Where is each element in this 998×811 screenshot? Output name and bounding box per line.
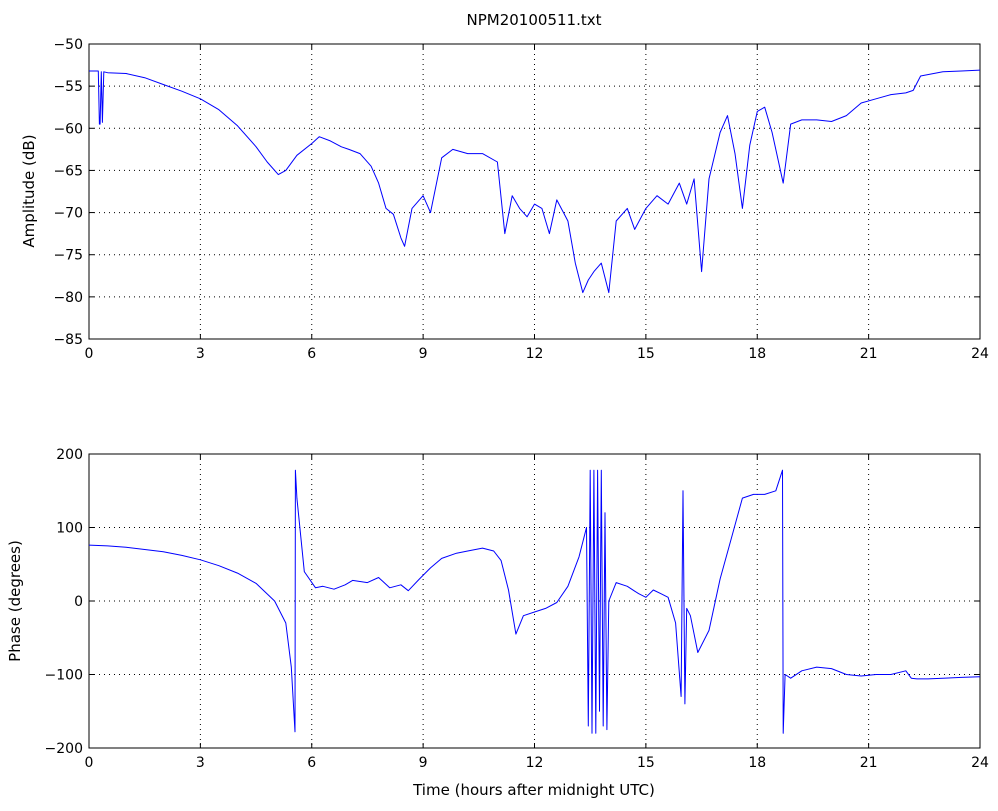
phase-plot: 0 3 6 9 12 15 18 21 24 200 100 0 −100 −200 Phase (de…	[6, 447, 989, 799]
amplitude-y-tick-labels: −50 −55 −60 −65 −70 −75 −80 −85	[53, 37, 83, 348]
x-tick-label: 24	[971, 755, 989, 771]
x-axis-label: Time (hours after midnight UTC)	[412, 781, 655, 799]
amplitude-series-line	[89, 69, 981, 294]
x-tick-label: 12	[526, 346, 544, 362]
amplitude-y-axis-label: Amplitude (dB)	[20, 134, 38, 247]
y-tick-label: 200	[56, 447, 83, 463]
x-tick-label: 18	[748, 346, 766, 362]
x-tick-label: 21	[860, 755, 878, 771]
amplitude-x-tick-labels: 0 3 6 9 12 15 18 21 24	[85, 346, 989, 362]
y-tick-label: −50	[53, 37, 83, 53]
phase-grid	[89, 454, 980, 748]
y-tick-label: −100	[45, 668, 83, 684]
y-tick-label: −85	[53, 332, 83, 348]
phase-ticks	[88, 453, 981, 749]
x-tick-label: 15	[637, 346, 655, 362]
phase-y-axis-label: Phase (degrees)	[6, 540, 24, 662]
y-tick-label: −75	[53, 248, 83, 264]
x-tick-label: 6	[307, 755, 316, 771]
chart-title: NPM20100511.txt	[467, 11, 602, 29]
x-tick-label: 0	[85, 346, 94, 362]
y-tick-label: 100	[56, 521, 83, 537]
x-tick-label: 6	[307, 346, 316, 362]
x-tick-label: 15	[637, 755, 655, 771]
y-tick-label: −60	[53, 121, 83, 137]
x-tick-label: 21	[860, 346, 878, 362]
y-tick-label: −65	[53, 163, 83, 179]
x-tick-label: 9	[419, 346, 428, 362]
y-tick-label: 0	[74, 594, 83, 610]
y-tick-label: −200	[45, 741, 83, 757]
x-tick-label: 0	[85, 755, 94, 771]
x-tick-label: 3	[196, 346, 205, 362]
amplitude-ticks	[88, 43, 981, 340]
x-tick-label: 24	[971, 346, 989, 362]
y-tick-label: −80	[53, 290, 83, 306]
y-tick-label: −55	[53, 79, 83, 95]
x-tick-label: 3	[196, 755, 205, 771]
x-tick-label: 9	[419, 755, 428, 771]
phase-y-tick-labels: 200 100 0 −100 −200	[45, 447, 83, 757]
y-tick-label: −70	[53, 206, 83, 222]
amplitude-grid	[89, 44, 980, 339]
amplitude-plot: 0 3 6 9 12 15 18 21 24 −50−55−60−65−70−75−80−85 …	[20, 37, 989, 362]
x-tick-label: 12	[526, 755, 544, 771]
phase-series-line	[88, 469, 981, 734]
x-tick-label: 18	[748, 755, 766, 771]
phase-x-tick-labels: 0 3 6 9 12 15 18 21 24	[85, 755, 989, 771]
